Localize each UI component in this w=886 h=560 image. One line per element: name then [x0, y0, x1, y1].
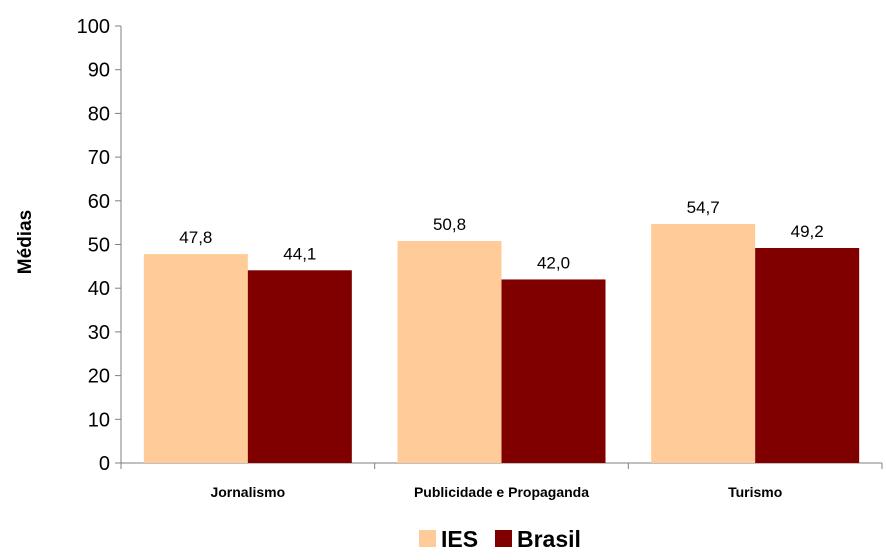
y-axis-title: Médias	[15, 210, 36, 274]
y-tick-label: 90	[88, 60, 110, 82]
chart-legend: IES Brasil	[419, 526, 581, 552]
y-tick-label: 40	[88, 278, 110, 300]
data-labels: 47,8 44,1 50,8 42,0 54,7 49,2	[179, 198, 823, 272]
y-tick-label: 60	[88, 191, 110, 213]
y-tick-label: 0	[99, 453, 110, 475]
y-tick-label: 80	[88, 103, 110, 125]
data-label: 54,7	[687, 198, 720, 217]
data-label: 42,0	[537, 253, 570, 272]
data-label: 49,2	[791, 222, 824, 241]
legend-label-brasil: Brasil	[517, 526, 581, 552]
legend-label-ies: IES	[441, 526, 478, 552]
chart-bars	[143, 223, 860, 463]
y-tick-label: 100	[77, 16, 110, 38]
y-tick-label: 30	[88, 322, 110, 344]
bar-brasil-2	[501, 279, 606, 463]
x-category-label: Jornalismo	[210, 484, 285, 500]
bar-brasil-1	[247, 270, 352, 463]
x-category-label: Publicidade e Propaganda	[414, 484, 589, 500]
data-label: 44,1	[283, 244, 316, 263]
x-category-label: Turismo	[728, 484, 782, 500]
x-axis-categories: Jornalismo Publicidade e Propaganda Turism…	[210, 484, 782, 500]
bar-ies-2	[397, 241, 502, 463]
data-label: 50,8	[433, 215, 466, 234]
y-tick-label: 10	[88, 409, 110, 431]
bar-brasil-3	[755, 247, 860, 463]
legend-swatch-ies	[419, 530, 436, 547]
y-axis-ticks: 0 10 20 30 40 50 60 70 80 90 100	[77, 16, 121, 475]
bar-ies-1	[143, 254, 248, 463]
y-tick-label: 20	[88, 366, 110, 388]
y-tick-label: 70	[88, 147, 110, 169]
bar-ies-3	[651, 223, 756, 463]
y-tick-label: 50	[88, 235, 110, 257]
legend-swatch-brasil	[495, 530, 512, 547]
data-label: 47,8	[179, 228, 212, 247]
